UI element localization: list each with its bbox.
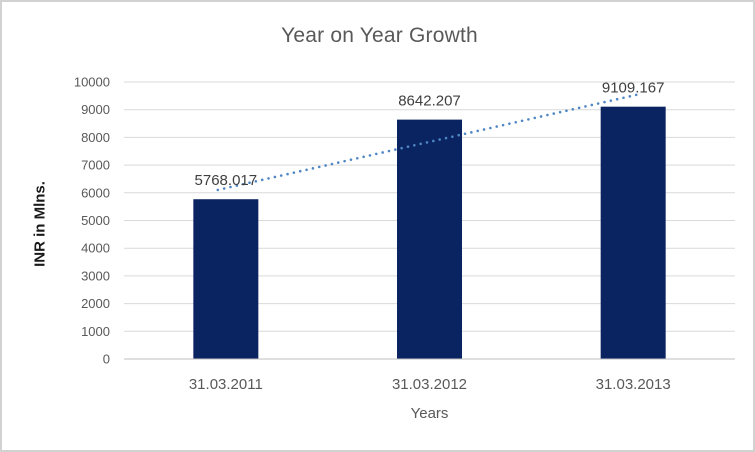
bar-31.03.2013 — [600, 106, 666, 359]
y-tick-label: 2000 — [81, 296, 110, 311]
data-label: 9109.167 — [602, 80, 665, 97]
y-tick-label: 8000 — [81, 130, 110, 145]
y-tick-label: 9000 — [81, 102, 110, 117]
y-tick-label: 5000 — [81, 213, 110, 228]
bar-31.03.2012 — [397, 119, 462, 359]
y-tick-label: 7000 — [81, 158, 110, 173]
y-tick-label: 10000 — [74, 75, 110, 90]
data-label: 8642.207 — [398, 93, 461, 110]
x-category-label: 31.03.2011 — [189, 376, 263, 393]
trendline — [216, 92, 643, 192]
y-tick-label: 0 — [103, 352, 110, 367]
data-label: 5768.017 — [195, 172, 258, 189]
bar-31.03.2011 — [193, 199, 259, 359]
chart-title: Year on Year Growth — [281, 24, 478, 47]
y-tick-label: 4000 — [81, 241, 110, 256]
y-tick-label: 3000 — [81, 268, 110, 283]
y-tick-label: 1000 — [81, 324, 110, 339]
x-axis-title: Years — [410, 405, 449, 422]
y-tick-label: 6000 — [81, 185, 110, 200]
x-category-label: 31.03.2012 — [392, 376, 467, 393]
x-category-label: 31.03.2013 — [596, 376, 671, 393]
